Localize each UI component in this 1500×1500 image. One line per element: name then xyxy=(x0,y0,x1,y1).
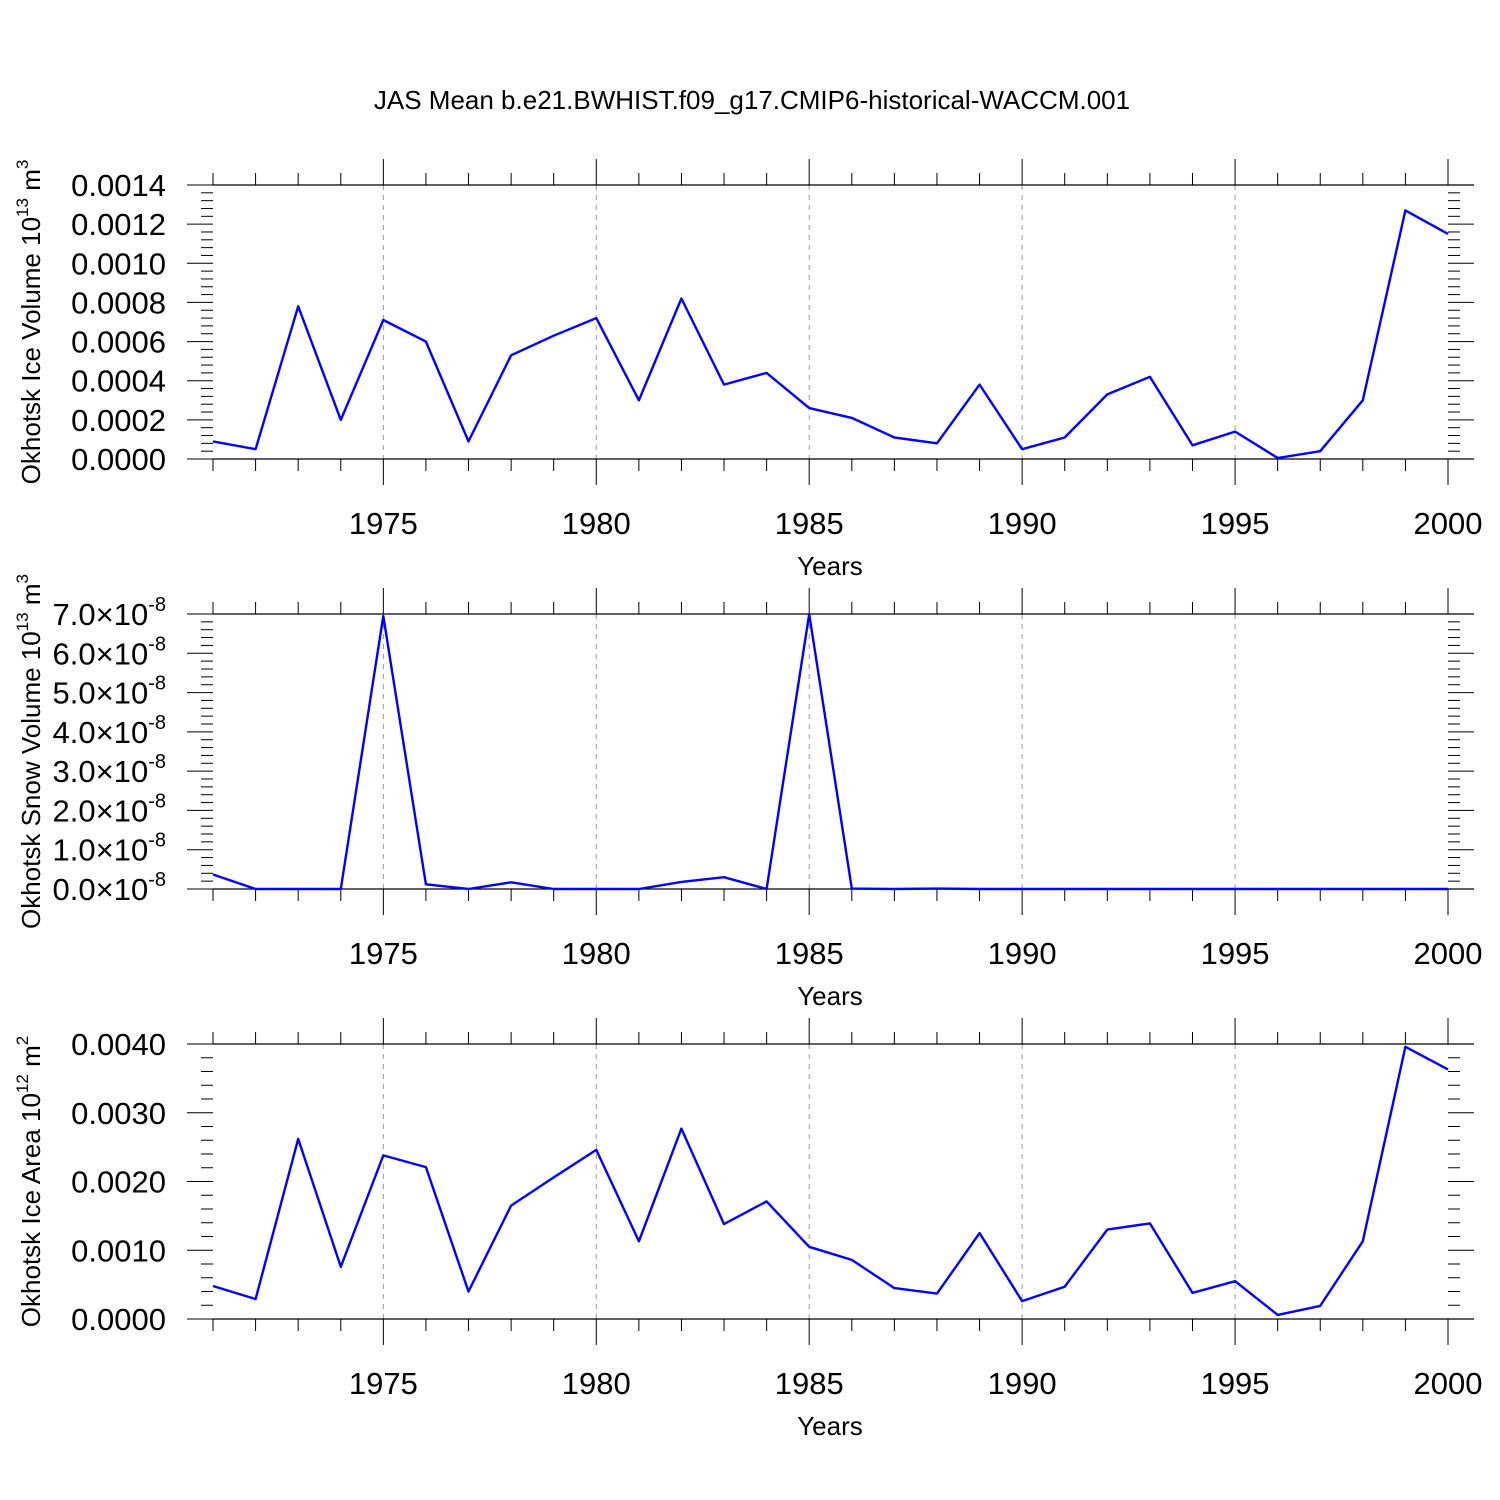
y-axis-title: Okhotsk Ice Area 1012 m2 xyxy=(13,1036,46,1327)
x-tick-label: 1975 xyxy=(349,1366,418,1401)
y-tick-label: 6.0×10-8 xyxy=(53,633,166,671)
y-tick-label: 0.0012 xyxy=(71,207,166,242)
x-tick-label: 1985 xyxy=(775,936,844,971)
y-tick-label: 3.0×10-8 xyxy=(53,751,166,789)
y-tick-label: 1.0×10-8 xyxy=(53,830,166,868)
x-tick-label: 2000 xyxy=(1414,506,1483,541)
y-tick-label: 0.0014 xyxy=(71,168,166,203)
y-tick-label: 0.0010 xyxy=(71,246,166,281)
y-tick-label: 0.0006 xyxy=(71,325,166,360)
series-line xyxy=(212,612,1448,891)
y-tick-label: 0.0008 xyxy=(71,285,166,320)
y-tick-label: 7.0×10-8 xyxy=(53,594,166,632)
x-tick-label: 2000 xyxy=(1414,1366,1483,1401)
x-tick-label: 1980 xyxy=(562,936,631,971)
x-tick-label: 1980 xyxy=(562,1366,631,1401)
x-tick-label: 1980 xyxy=(562,506,631,541)
y-tick-label: 0.0040 xyxy=(71,1027,166,1062)
y-axis-title: Okhotsk Ice Volume 1013 m3 xyxy=(13,160,46,485)
x-tick-label: 1990 xyxy=(988,506,1057,541)
x-tick-label: 2000 xyxy=(1414,936,1483,971)
x-axis-title: Years xyxy=(797,1411,863,1441)
y-tick-label: 0.0030 xyxy=(71,1096,166,1131)
y-tick-label: 0.0002 xyxy=(71,403,166,438)
panel-1: 1975 1980 1985 1990 1995 2000 Years 0.0000 0.000… xyxy=(13,159,1482,581)
x-axis-title: Years xyxy=(797,551,863,581)
x-tick-label: 1995 xyxy=(1201,1366,1270,1401)
figure-title: JAS Mean b.e21.BWHIST.f09_g17.CMIP6-hist… xyxy=(374,85,1130,115)
x-tick-label: 1975 xyxy=(349,506,418,541)
y-axis-title: Okhotsk Snow Volume 1013 m3 xyxy=(13,574,46,929)
series-line xyxy=(212,209,1449,460)
x-axis-title: Years xyxy=(797,981,863,1011)
y-tick-label: 0.0×10-8 xyxy=(53,869,166,907)
x-tick-label: 1975 xyxy=(349,936,418,971)
y-tick-label: 0.0010 xyxy=(71,1233,166,1268)
x-tick-label: 1985 xyxy=(775,1366,844,1401)
series-line xyxy=(212,1045,1449,1317)
y-tick-label: 0.0020 xyxy=(71,1165,166,1200)
y-tick-label: 2.0×10-8 xyxy=(53,790,166,828)
y-tick-label: 5.0×10-8 xyxy=(53,673,166,711)
panel-2: 1975 1980 1985 1990 1995 2000 Years 0.0×10-81.0… xyxy=(13,574,1482,1011)
x-tick-label: 1990 xyxy=(988,936,1057,971)
y-tick-label: 4.0×10-8 xyxy=(53,712,166,750)
y-tick-label: 0.0000 xyxy=(71,1302,166,1337)
x-tick-label: 1990 xyxy=(988,1366,1057,1401)
x-tick-label: 1985 xyxy=(775,506,844,541)
y-tick-label: 0.0000 xyxy=(71,442,166,477)
y-tick-label: 0.0004 xyxy=(71,364,166,399)
x-tick-label: 1995 xyxy=(1201,506,1270,541)
panel-3: 1975 1980 1985 1990 1995 2000 Years 0.0000 0.001… xyxy=(13,1018,1482,1441)
x-tick-label: 1995 xyxy=(1201,936,1270,971)
